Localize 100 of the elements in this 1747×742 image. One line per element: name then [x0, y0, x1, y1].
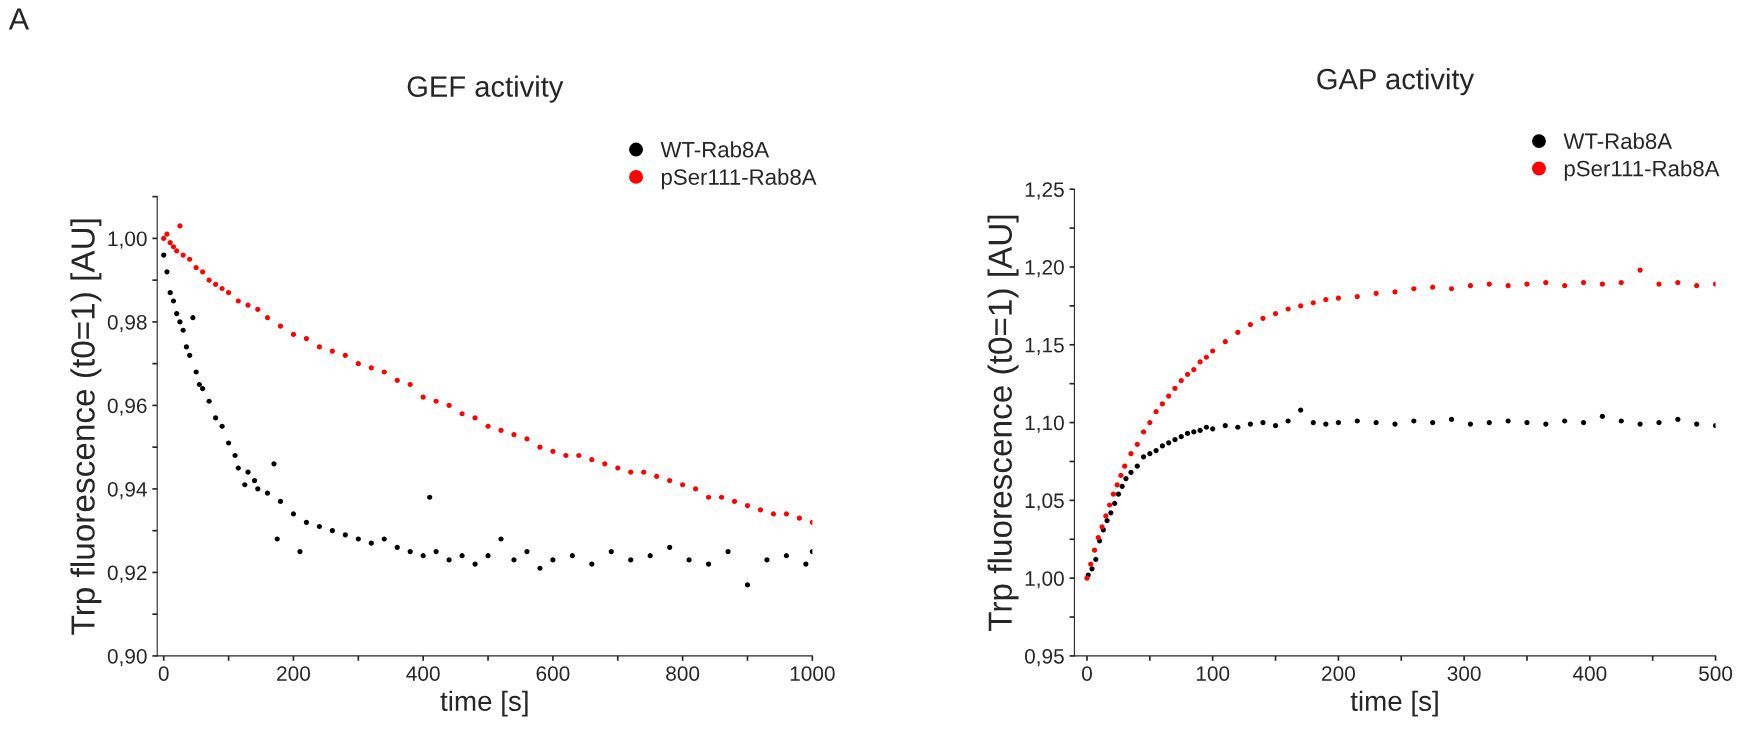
point: [550, 448, 556, 454]
point: [1599, 281, 1606, 287]
point: [1153, 447, 1159, 454]
point: [1147, 451, 1153, 457]
point: [245, 302, 251, 308]
point: [329, 348, 335, 354]
point: [1562, 283, 1568, 289]
point: [1448, 416, 1455, 423]
point: [1172, 437, 1178, 443]
point: [420, 394, 426, 400]
point: [1197, 427, 1203, 433]
x-tick-label: 800: [666, 666, 700, 681]
point: [1159, 401, 1165, 407]
point: [1637, 421, 1643, 427]
point: [1210, 348, 1216, 354]
point: [1467, 421, 1473, 427]
y-tick-label: 1,05: [1025, 493, 1064, 511]
point: [1112, 500, 1118, 507]
point: [200, 269, 206, 275]
point: [1147, 419, 1153, 426]
legend-label: WT-Rab8A: [660, 141, 770, 158]
point: [576, 452, 582, 459]
point: [1203, 424, 1209, 430]
point: [1392, 289, 1398, 295]
point: [1197, 359, 1203, 365]
y-tick-label: 0,95: [1024, 648, 1064, 667]
x-tick-label: 200: [277, 666, 311, 681]
point: [1656, 419, 1662, 426]
chart-title: GEF activity: [407, 75, 564, 103]
point: [167, 239, 173, 246]
point: [1114, 482, 1120, 488]
point: [255, 306, 261, 312]
point: [1543, 421, 1549, 427]
point: [1562, 418, 1568, 424]
y-tick-label: 1,00: [1025, 571, 1064, 589]
point: [303, 336, 310, 342]
point: [264, 315, 271, 321]
point: [290, 331, 297, 338]
y-tick-label: 0,98: [107, 314, 147, 333]
point: [1675, 279, 1681, 286]
point: [1486, 281, 1492, 287]
point: [563, 452, 569, 459]
point: [705, 494, 712, 500]
point: [589, 457, 595, 463]
point: [1166, 440, 1172, 446]
point: [180, 252, 186, 258]
point: [1486, 419, 1492, 426]
point: [537, 444, 543, 450]
point: [615, 465, 621, 471]
point: [368, 365, 374, 371]
point: [1272, 423, 1279, 429]
point: [1123, 475, 1129, 482]
point: [1108, 510, 1114, 516]
point: [1543, 279, 1549, 286]
text: A: [8, 8, 30, 30]
point: [1235, 329, 1241, 335]
point: [170, 244, 177, 250]
y-axis-title: Trp fluorescence (t0=1) [AU]: [987, 215, 1019, 631]
x-tick-label: 0: [158, 666, 169, 681]
point: [1580, 419, 1587, 426]
point: [1260, 315, 1266, 321]
y-tick-label: 1,25: [1025, 182, 1064, 200]
point: [174, 248, 180, 254]
point: [161, 235, 167, 241]
chart-title: GAP activity: [1317, 68, 1475, 96]
point: [1694, 283, 1700, 289]
point: [511, 432, 517, 438]
x-tick-label: 200: [1322, 666, 1355, 681]
point: [641, 469, 647, 475]
point: [342, 352, 348, 358]
point: [667, 477, 673, 484]
point: [1323, 421, 1329, 427]
point: [1104, 517, 1110, 524]
point: [485, 423, 491, 429]
point: [1260, 419, 1266, 426]
point: [1115, 491, 1121, 497]
point: [1430, 419, 1436, 426]
point: [1222, 423, 1228, 429]
point: [235, 298, 241, 304]
point: [164, 231, 170, 237]
point: [1448, 286, 1455, 292]
point: [1140, 454, 1147, 460]
point: [1335, 295, 1342, 301]
point: [1285, 306, 1291, 312]
point: [1505, 283, 1511, 289]
point: [524, 436, 530, 442]
point: [718, 494, 725, 500]
point: [1285, 418, 1291, 424]
x-tick-label: 400: [1572, 666, 1607, 681]
y-tick-label: 1,00: [108, 231, 147, 249]
point: [602, 461, 608, 467]
point: [1335, 419, 1342, 426]
point: [225, 290, 232, 296]
point: [1411, 286, 1417, 292]
point: [1618, 279, 1624, 286]
x-tick-label: 1000: [790, 666, 835, 681]
point: [1159, 443, 1165, 449]
point: [1323, 297, 1329, 303]
point: [1637, 267, 1643, 273]
point: [1392, 421, 1398, 427]
